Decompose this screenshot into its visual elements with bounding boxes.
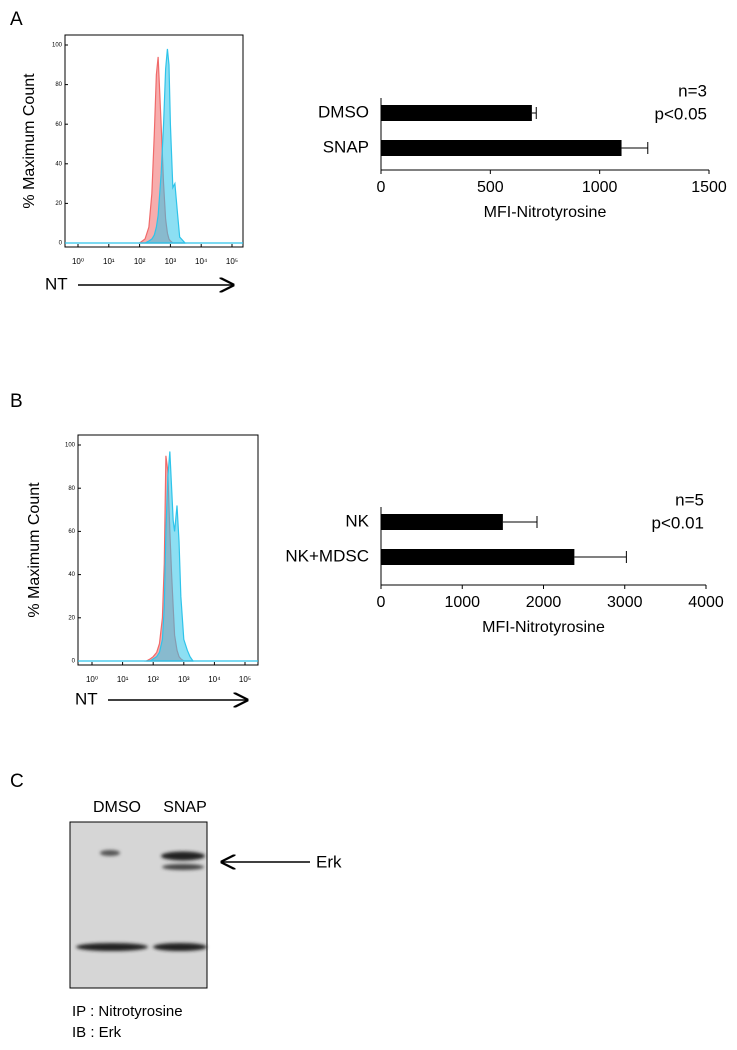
x-tick-label: 10⁰ — [72, 257, 84, 266]
y-tick-label: 100 — [65, 443, 76, 449]
x-tick-label: 10⁰ — [86, 675, 98, 684]
y-tick-label: 60 — [68, 529, 75, 535]
x-tick-label: 10¹ — [103, 257, 115, 266]
plot-frame — [64, 34, 244, 248]
y-tick-label: 100 — [52, 43, 63, 49]
x-axis-label: NT — [45, 274, 68, 293]
blot — [69, 821, 208, 989]
bar — [381, 549, 575, 565]
y-tick-label: 80 — [55, 82, 62, 88]
y-tick-label: 0 — [59, 241, 63, 247]
x-tick-label: 1000 — [582, 179, 618, 196]
panel-label: B — [10, 391, 23, 412]
x-tick-label: 10⁵ — [239, 675, 251, 684]
caption: IB : Erk — [72, 1024, 122, 1041]
y-axis-label: % Maximum Count — [21, 73, 38, 209]
x-tick-label: 10⁴ — [208, 675, 221, 684]
x-tick-label: 1500 — [691, 179, 727, 196]
x-tick-label: 500 — [477, 179, 504, 196]
y-tick-label: 20 — [55, 201, 62, 207]
x-axis-label: MFI-Nitrotyrosine — [482, 619, 605, 636]
x-tick-label: 10¹ — [117, 675, 129, 684]
category-label: NK+MDSC — [285, 546, 369, 565]
band — [76, 943, 148, 951]
band — [161, 851, 205, 861]
band — [153, 943, 207, 951]
bar — [381, 140, 622, 156]
y-tick-label: 0 — [72, 659, 76, 665]
histogram-area — [146, 451, 195, 662]
band — [162, 864, 204, 870]
band — [100, 850, 120, 856]
category-label: DMSO — [318, 102, 369, 121]
x-tick-label: 10² — [134, 257, 146, 266]
x-tick-label: 2000 — [526, 594, 562, 611]
x-tick-label: 10² — [147, 675, 159, 684]
x-tick-label: 0 — [377, 179, 386, 196]
lane-label: SNAP — [163, 799, 207, 816]
annotation: n=3 — [678, 81, 707, 100]
plot-frame — [77, 434, 259, 666]
y-tick-label: 60 — [55, 122, 62, 128]
x-tick-label: 10³ — [178, 675, 190, 684]
panel-label: C — [10, 771, 24, 792]
annotation: p<0.05 — [655, 104, 707, 123]
y-tick-label: 40 — [68, 572, 75, 578]
category-label: NK — [345, 511, 369, 530]
bands — [76, 850, 207, 951]
caption: IP : Nitrotyrosine — [72, 1003, 183, 1020]
x-tick-label: 10⁴ — [195, 257, 208, 266]
annotation: p<0.01 — [652, 513, 704, 532]
y-tick-label: 40 — [55, 161, 62, 167]
panel-label: A — [10, 9, 23, 30]
y-tick-label: 20 — [68, 615, 75, 621]
x-axis-label: NT — [75, 689, 98, 708]
x-tick-label: 10³ — [165, 257, 177, 266]
band-label: Erk — [316, 852, 342, 871]
histogram-area — [139, 48, 187, 244]
x-tick-label: 10⁵ — [226, 257, 238, 266]
x-axis-label: MFI-Nitrotyrosine — [484, 204, 607, 221]
x-tick-label: 0 — [377, 594, 386, 611]
lane-label: DMSO — [93, 799, 141, 816]
y-axis-label: % Maximum Count — [26, 482, 43, 618]
x-tick-label: 1000 — [444, 594, 480, 611]
category-label: SNAP — [323, 137, 369, 156]
x-tick-label: 4000 — [688, 594, 724, 611]
y-tick-label: 80 — [68, 486, 75, 492]
annotation: n=5 — [675, 490, 704, 509]
bar — [381, 514, 503, 530]
x-tick-label: 3000 — [607, 594, 643, 611]
bar — [381, 105, 532, 121]
